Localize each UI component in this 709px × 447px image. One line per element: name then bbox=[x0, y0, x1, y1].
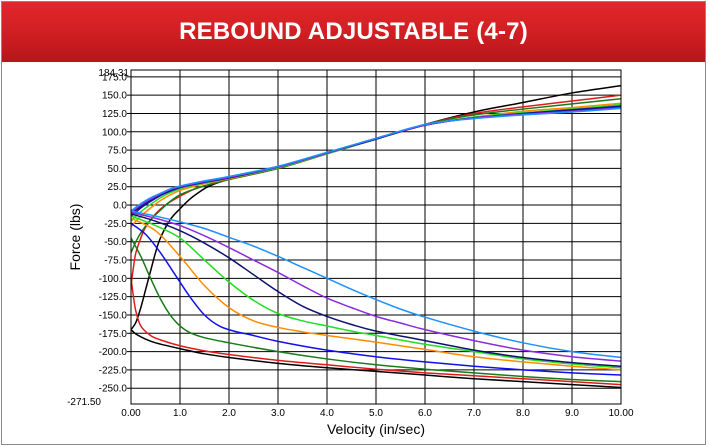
plot-border bbox=[130, 69, 622, 405]
y-tick-label: 175.0 bbox=[102, 72, 127, 83]
series-line-17 bbox=[130, 211, 622, 362]
chart-title: REBOUND ADJUSTABLE (4-7) bbox=[179, 18, 528, 45]
x-tick-label: 8.0 bbox=[516, 408, 530, 419]
y-tick-label: -150.0 bbox=[99, 310, 128, 321]
y-tick-label: 50.0 bbox=[108, 164, 128, 175]
y-axis-label: Force (lbs) bbox=[67, 204, 83, 271]
x-tick-label: 2.0 bbox=[222, 408, 236, 419]
y-tick-label: -25.0 bbox=[104, 219, 127, 230]
series-line-9 bbox=[130, 107, 622, 212]
y-tick-label: -75.0 bbox=[104, 256, 127, 267]
series-line-11 bbox=[130, 278, 622, 386]
y-tick-labels: 175.0 150.0 125.0 100.0 75.0 50.0 25.0 0.0 -25.0… bbox=[67, 68, 129, 408]
x-tick-labels: 0.00 1.0 2.0 3.0 4.0 5.0 6.0 7.0 8.0 9.0 10.00 bbox=[121, 408, 634, 419]
y-max-label: 184.31 bbox=[98, 68, 129, 79]
x-tick-label: 6.0 bbox=[418, 408, 432, 419]
y-tick-label: 100.0 bbox=[102, 127, 127, 138]
y-tick-label: -175.0 bbox=[99, 329, 128, 340]
y-tick-label: -200.0 bbox=[99, 347, 128, 358]
y-tick-label: 150.0 bbox=[102, 91, 127, 102]
series-line-3 bbox=[130, 98, 622, 253]
x-tick-label: 9.0 bbox=[565, 408, 579, 419]
y-tick-label: -250.0 bbox=[99, 384, 128, 395]
y-tick-label: -225.0 bbox=[99, 365, 128, 376]
y-min-label: -271.50 bbox=[67, 397, 101, 408]
x-tick-label: 3.0 bbox=[271, 408, 285, 419]
series-line-18 bbox=[130, 210, 622, 359]
series-line-16 bbox=[130, 213, 622, 368]
series-line-10 bbox=[130, 329, 622, 389]
x-tick-label: 5.0 bbox=[369, 408, 383, 419]
y-tick-label: -50.0 bbox=[104, 237, 127, 248]
y-tick-label: 125.0 bbox=[102, 109, 127, 120]
title-banner: REBOUND ADJUSTABLE (4-7) bbox=[2, 2, 705, 62]
x-tick-label: 10.00 bbox=[608, 408, 633, 419]
y-tick-label: 0.0 bbox=[113, 201, 127, 212]
y-tick-label: -100.0 bbox=[99, 274, 128, 285]
x-tick-label: 0.00 bbox=[121, 408, 141, 419]
y-tick-label: 25.0 bbox=[108, 182, 128, 193]
y-tick-label: 75.0 bbox=[108, 146, 128, 157]
series-line-15 bbox=[130, 215, 622, 369]
series-line-1 bbox=[130, 84, 622, 331]
x-tick-label: 1.0 bbox=[173, 408, 187, 419]
x-tick-label: 7.0 bbox=[467, 408, 481, 419]
series-line-14 bbox=[130, 217, 622, 371]
x-axis-label: Velocity (in/sec) bbox=[327, 421, 425, 437]
series-line-12 bbox=[130, 237, 622, 383]
x-tick-label: 4.0 bbox=[320, 408, 334, 419]
y-tick-label: -125.0 bbox=[99, 292, 128, 303]
series-layer bbox=[130, 84, 622, 389]
series-line-13 bbox=[130, 222, 622, 376]
